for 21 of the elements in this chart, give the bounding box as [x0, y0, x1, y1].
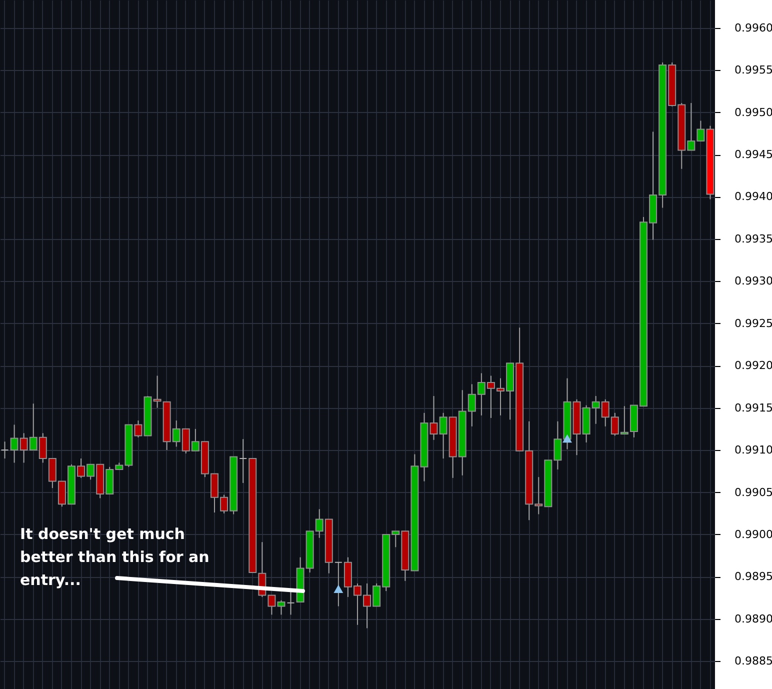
y-tick-label: 0.9885 — [734, 654, 772, 668]
y-tick-label: 0.9955 — [734, 64, 772, 77]
y-tick-label: 0.9925 — [734, 316, 772, 330]
candlestick — [286, 591, 295, 616]
annotation: It doesn't get much better than this for an entry... — [20, 525, 210, 589]
candlestick — [334, 562, 342, 607]
y-tick-label: 0.9940 — [734, 190, 772, 204]
y-tick-label: 0.9920 — [734, 359, 772, 372]
candlestick — [0, 441, 9, 459]
y-tick-label: 0.9900 — [734, 528, 772, 541]
y-tick-label: 0.9945 — [734, 148, 772, 162]
y-tick-label: 0.9935 — [734, 232, 772, 246]
candlestick — [239, 438, 248, 484]
y-tick-label: 0.9950 — [734, 106, 772, 119]
y-tick-label: 0.9905 — [734, 486, 772, 499]
y-tick-label: 0.9930 — [734, 274, 772, 288]
y-tick-label: 0.9960 — [734, 21, 772, 34]
y-tick-label: 0.9890 — [734, 612, 772, 626]
y-tick-label: 0.9915 — [734, 401, 772, 414]
y-tick-label: 0.9895 — [734, 570, 772, 584]
y-tick-label: 0.9910 — [734, 444, 772, 457]
